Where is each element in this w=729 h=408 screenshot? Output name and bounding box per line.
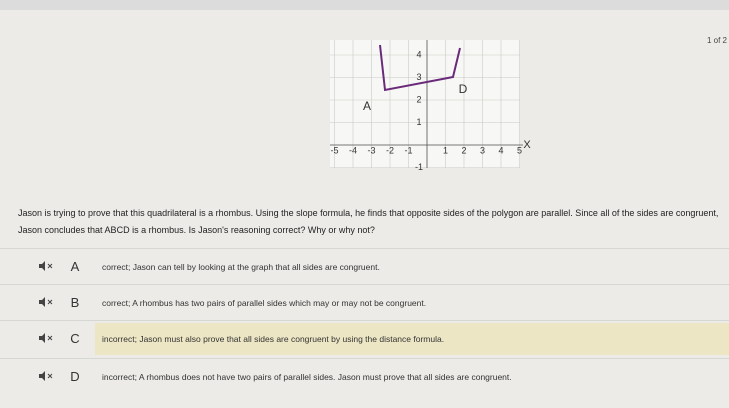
- x-tick-label: 1: [443, 145, 448, 155]
- x-tick-label: -4: [349, 145, 357, 155]
- y-tick-label: 2: [416, 94, 421, 104]
- top-bar: [0, 0, 729, 10]
- page-indicator: 1 of 2: [706, 36, 727, 45]
- option-letter: C: [70, 331, 80, 346]
- question: Jason is trying to prove that this quadr…: [18, 205, 729, 239]
- x-tick-label: 5: [517, 145, 522, 155]
- speaker-button[interactable]: [38, 297, 54, 307]
- quadrilateral-side: [379, 44, 461, 92]
- option-letter: B: [70, 295, 80, 310]
- x-tick-label: -3: [367, 145, 375, 155]
- option-text: incorrect; Jason must also prove that al…: [102, 334, 445, 344]
- option-letter: D: [70, 369, 80, 384]
- x-tick-label: -5: [330, 145, 338, 155]
- x-axis-label: X: [523, 139, 531, 151]
- graph-bg: [330, 40, 520, 168]
- point-label: A: [363, 99, 371, 113]
- x-tick-label: -2: [386, 145, 394, 155]
- question-text: Jason is trying to prove that this quadr…: [18, 208, 719, 235]
- y-tick-label: -1: [415, 162, 423, 172]
- selection-highlight: [95, 323, 729, 355]
- speaker-button[interactable]: [38, 333, 54, 343]
- speaker-button[interactable]: [38, 371, 54, 381]
- option-text: incorrect; A rhombus does not have two p…: [102, 372, 512, 382]
- option-text: correct; Jason can tell by looking at th…: [102, 262, 380, 272]
- y-tick-label: 1: [416, 117, 421, 127]
- y-tick-label: 4: [416, 49, 421, 59]
- point-label: D: [459, 82, 468, 96]
- option-letter: A: [70, 259, 80, 274]
- x-tick-label: -1: [404, 145, 412, 155]
- x-tick-label: 3: [480, 145, 485, 155]
- option-text: correct; A rhombus has two pairs of para…: [102, 298, 427, 308]
- graph: -5 -4 -3 -2 -1 1 2 3 4 5 4 3 2 1 -1 X A D: [330, 40, 531, 172]
- x-tick-label: 2: [461, 145, 466, 155]
- x-tick-label: 4: [498, 145, 503, 155]
- y-tick-label: 3: [416, 72, 421, 82]
- speaker-button[interactable]: [38, 261, 54, 271]
